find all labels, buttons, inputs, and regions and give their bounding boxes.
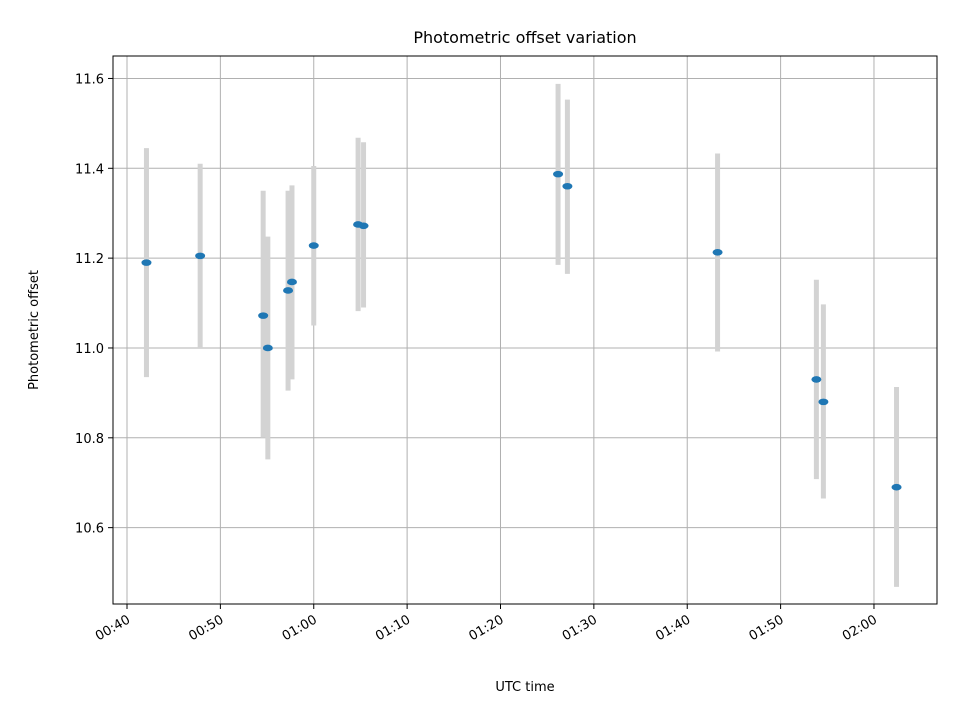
data-point [553, 170, 564, 178]
data-point [308, 242, 319, 249]
data-point [262, 344, 273, 352]
y-tick-label: 10.6 [75, 522, 104, 537]
data-point [818, 398, 829, 406]
y-tick-label: 11.0 [75, 342, 104, 357]
x-tick-label: 00:50 [186, 612, 226, 644]
data-point [891, 483, 902, 491]
x-tick-label: 01:30 [560, 612, 600, 644]
data-points [141, 170, 902, 491]
data-point [811, 376, 822, 383]
data-point [195, 252, 206, 260]
chart-title: Photometric offset variation [413, 28, 636, 47]
y-axis-label: Photometric offset [27, 270, 42, 390]
x-tick-label: 01:50 [747, 612, 787, 644]
y-tick-label: 11.6 [75, 72, 104, 87]
x-tick-label: 01:40 [653, 612, 693, 644]
data-point [141, 259, 152, 266]
data-point [358, 222, 369, 230]
data-point [712, 248, 723, 256]
x-tick-label: 01:10 [373, 612, 413, 644]
error-bars [143, 83, 900, 587]
data-point [562, 182, 573, 190]
data-point [286, 278, 297, 286]
data-point [258, 312, 269, 319]
x-tick-label: 01:00 [280, 612, 320, 644]
x-tick-label: 02:00 [840, 612, 880, 644]
x-tick-label: 00:40 [93, 612, 133, 644]
x-axis-label: UTC time [495, 680, 554, 695]
plot-frame [112, 55, 938, 605]
data-point [283, 287, 294, 294]
y-tick-label: 11.2 [75, 252, 104, 267]
y-axis: 10.6 10.8 11.0 11.2 11.4 11.6 [75, 72, 113, 537]
y-tick-label: 10.8 [75, 432, 104, 447]
grid [113, 56, 937, 604]
x-tick-label: 01:20 [467, 612, 507, 644]
x-axis: 00:40 00:50 01:00 01:10 01:20 01:30 01:40 01:50… [93, 604, 880, 644]
y-tick-label: 11.4 [75, 162, 104, 177]
